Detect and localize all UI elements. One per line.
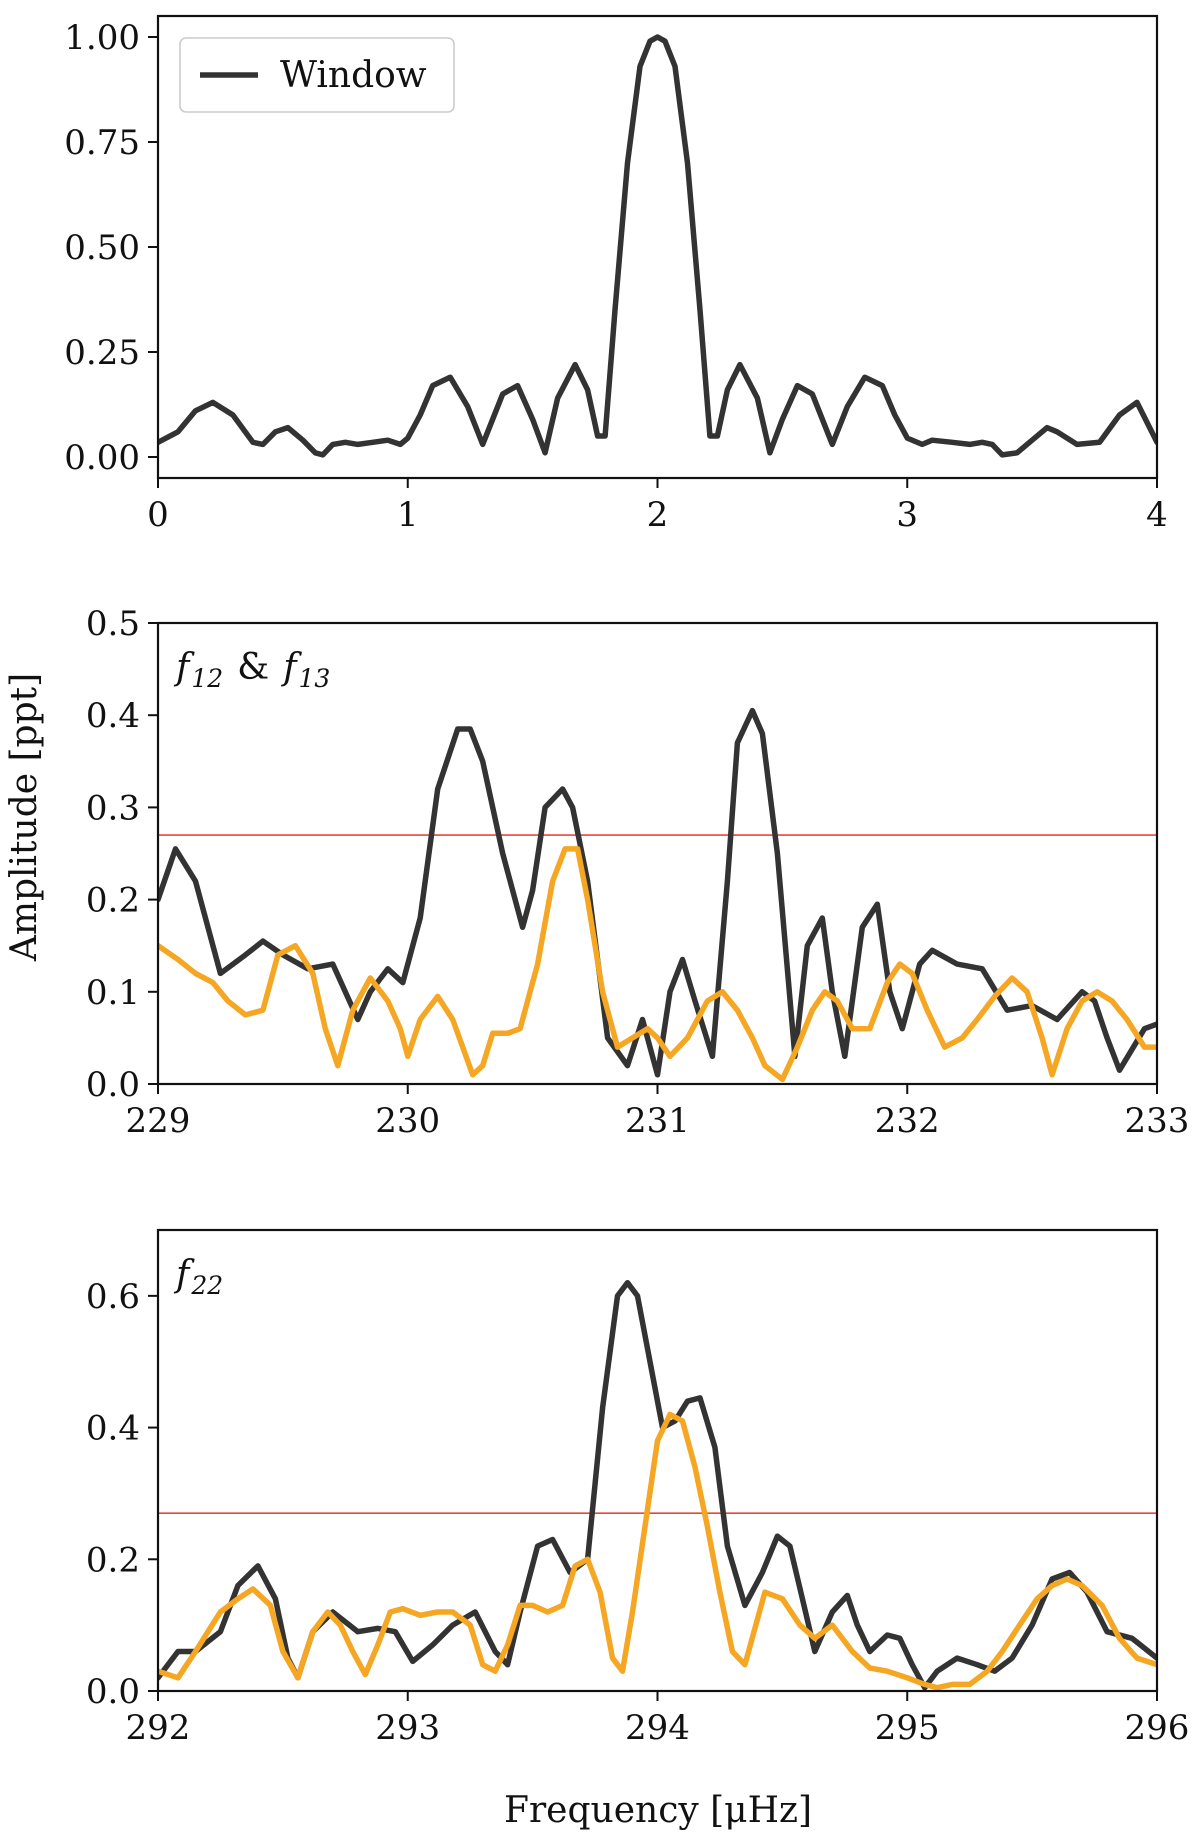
axes-frame — [156, 1228, 1159, 1693]
y-tick-label: 0.00 — [64, 438, 140, 478]
y-tick-label: 0.3 — [86, 788, 140, 828]
legend-label: Window — [280, 55, 427, 96]
y-axis-title: Amplitude [ppt] — [4, 673, 45, 962]
panel-annotation: f12 & f13 — [173, 647, 330, 693]
y-tick-label: 0.75 — [64, 123, 140, 163]
y-tick-label: 0.4 — [86, 696, 140, 736]
x-tick-label: 233 — [1125, 1101, 1190, 1141]
x-tick-label: 0 — [147, 495, 169, 535]
series-line-prewhitened — [158, 1411, 1157, 1691]
y-tick-label: 0.0 — [86, 1065, 140, 1105]
y-tick-label: 0.4 — [86, 1409, 140, 1449]
y-tick-label: 0.25 — [64, 333, 140, 373]
x-tick-label: 296 — [1125, 1708, 1190, 1748]
x-tick-label: 1 — [397, 495, 419, 535]
x-tick-label: 293 — [375, 1708, 440, 1748]
x-tick-label: 3 — [896, 495, 918, 535]
x-tick-label: 292 — [126, 1708, 191, 1748]
series-line-original — [158, 1279, 1157, 1691]
panel-3: 292 293 294 295 296 0.0 0.2 0.4 0.6 f22 — [86, 1228, 1190, 1748]
x-tick-label: 229 — [126, 1101, 191, 1141]
x-tick-label: 294 — [625, 1708, 690, 1748]
panel-1: 0 1 2 3 4 0.00 0.25 0.50 0.75 1.00 Window — [64, 14, 1168, 535]
x-tick-label: 4 — [1146, 495, 1168, 535]
x-tick-label: 231 — [625, 1101, 690, 1141]
legend-box — [179, 37, 455, 113]
x-tick-label: 2 — [647, 495, 669, 535]
plots-layer: 0 1 2 3 4 0.00 0.25 0.50 0.75 1.00 Window 229 230 231… — [64, 14, 1190, 1748]
x-tick-label: 295 — [875, 1708, 940, 1748]
y-tick-label: 1.00 — [64, 18, 140, 58]
y-tick-label: 0.2 — [86, 1540, 140, 1580]
panel-2: 229 230 231 232 233 0.0 0.1 0.2 0.3 0.4 0.5 f12 & f13 — [86, 604, 1190, 1141]
series-line-Window — [158, 34, 1157, 458]
legend: Window — [179, 37, 455, 113]
x-axis-title: Frequency [μHz] — [504, 1790, 812, 1831]
y-tick-label: 0.6 — [86, 1277, 140, 1317]
series-line-prewhitened — [158, 846, 1157, 1083]
panel-annotation: f22 — [173, 1254, 223, 1300]
y-tick-label: 0.5 — [86, 604, 140, 644]
y-tick-label: 0.0 — [86, 1672, 140, 1712]
series-line-original — [158, 707, 1157, 1078]
y-tick-label: 0.50 — [64, 228, 140, 268]
y-tick-label: 0.2 — [86, 881, 140, 921]
x-tick-label: 230 — [375, 1101, 440, 1141]
y-tick-label: 0.1 — [86, 973, 140, 1013]
x-tick-label: 232 — [875, 1101, 940, 1141]
